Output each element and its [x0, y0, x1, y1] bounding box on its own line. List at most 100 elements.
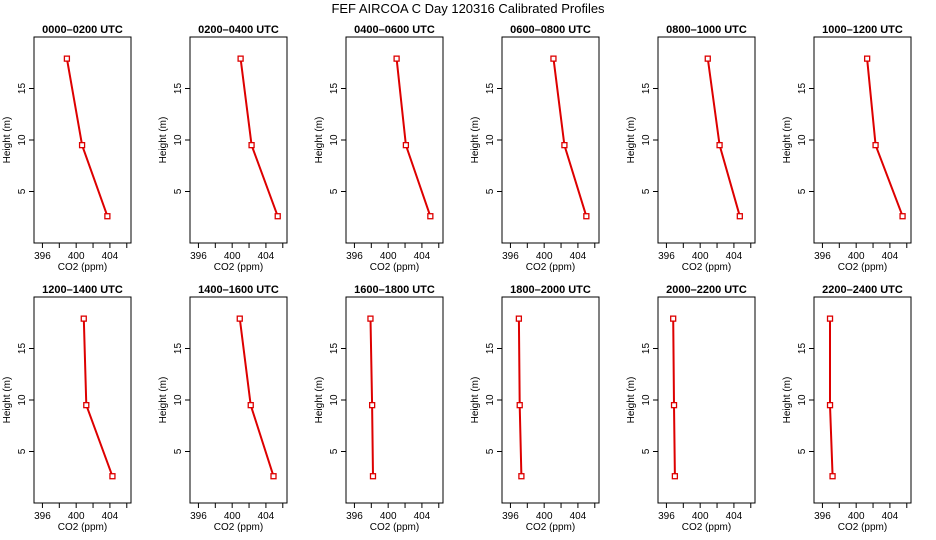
- profile-point: [63, 55, 71, 62]
- profile-point: [704, 55, 711, 62]
- y-axis-label: Height (m): [470, 377, 481, 424]
- panel-title: 0600–0800 UTC: [510, 24, 591, 36]
- y-tick-label: 15: [173, 83, 184, 95]
- y-tick-label: 15: [485, 83, 496, 95]
- x-axis-label: CO2 (ppm): [526, 262, 575, 273]
- profile-point: [367, 315, 374, 322]
- x-tick-label: 400: [536, 511, 553, 522]
- x-tick-label: 400: [536, 251, 553, 262]
- x-tick-label: 400: [224, 251, 241, 262]
- x-tick-label: 404: [726, 251, 743, 262]
- x-tick-label: 396: [814, 251, 831, 262]
- y-tick-label: 10: [17, 134, 28, 146]
- panel-title: 1600–1800 UTC: [354, 284, 435, 296]
- profile-line: [65, 58, 109, 217]
- x-tick-label: 396: [346, 251, 363, 262]
- panel-title: 1200–1400 UTC: [42, 284, 123, 296]
- panel-9: 1600–1800 UTC 396 400 404 5 10 15 CO2 (ppm) Heig…: [314, 284, 444, 533]
- y-tick-label: 15: [797, 343, 808, 355]
- y-tick-label: 10: [485, 134, 496, 146]
- x-tick-label: 404: [882, 251, 899, 262]
- plot-frame: [813, 36, 912, 244]
- x-tick-label: 396: [814, 511, 831, 522]
- y-axis-label: Height (m): [470, 117, 481, 164]
- y-tick-label: 10: [797, 394, 808, 406]
- y-tick-label: 10: [329, 134, 340, 146]
- x-axis-label: CO2 (ppm): [58, 522, 107, 533]
- plot-frame: [345, 296, 444, 504]
- panel-12: 2200–2400 UTC 396 400 404 5 10 15 CO2 (ppm) Heig…: [782, 284, 912, 533]
- profile-point: [368, 401, 376, 409]
- y-tick-label: 10: [173, 394, 184, 406]
- profile-point: [248, 141, 255, 149]
- profile-point: [716, 141, 723, 149]
- y-axis-label: Height (m): [782, 117, 793, 164]
- profile-line: [552, 58, 588, 217]
- profile-line: [239, 58, 279, 217]
- profile-point: [247, 401, 254, 409]
- y-axis-label: Height (m): [782, 377, 793, 424]
- profile-point: [826, 315, 834, 322]
- plot-frame: [813, 296, 912, 504]
- y-axis-label: Height (m): [626, 117, 637, 164]
- x-tick-label: 404: [570, 511, 587, 522]
- x-tick-label: 404: [258, 511, 275, 522]
- x-tick-label: 404: [570, 251, 587, 262]
- y-tick-label: 10: [797, 134, 808, 146]
- x-axis-label: CO2 (ppm): [370, 262, 419, 273]
- x-tick-label: 400: [224, 511, 241, 522]
- panel-5: 0800–1000 UTC 396 400 404 5 10 15 CO2 (ppm) Heig…: [626, 24, 756, 273]
- profile-point: [78, 141, 86, 149]
- x-axis-label: CO2 (ppm): [214, 262, 263, 273]
- profile-line: [395, 58, 432, 217]
- profile-point: [104, 213, 111, 220]
- x-tick-label: 400: [68, 251, 85, 262]
- panel-title: 0000–0200 UTC: [42, 24, 123, 36]
- x-tick-label: 404: [102, 511, 119, 522]
- plot-frame: [189, 36, 288, 244]
- x-tick-label: 400: [380, 251, 397, 262]
- profile-point: [80, 315, 87, 322]
- plot-frame: [33, 296, 132, 504]
- profile-point: [561, 141, 568, 149]
- profile-point: [583, 213, 590, 220]
- y-axis-label: Height (m): [626, 377, 637, 424]
- panel-3: 0400–0600 UTC 396 400 404 5 10 15 CO2 (ppm) Heig…: [314, 24, 444, 273]
- profile-line: [238, 318, 275, 477]
- x-tick-label: 396: [658, 511, 675, 522]
- x-tick-label: 404: [414, 511, 431, 522]
- y-tick-label: 5: [485, 448, 496, 454]
- y-axis-label: Height (m): [158, 377, 169, 424]
- profile-point: [863, 55, 871, 62]
- panel-title: 1000–1200 UTC: [822, 24, 903, 36]
- panel-4: 0600–0800 UTC 396 400 404 5 10 15 CO2 (ppm) Heig…: [470, 24, 600, 273]
- profile-point: [550, 55, 557, 62]
- y-axis-label: Height (m): [2, 117, 13, 164]
- profile-point: [516, 401, 523, 409]
- profile-point: [369, 473, 377, 480]
- y-tick-label: 5: [641, 188, 652, 194]
- plot-frame: [33, 36, 132, 244]
- profile-point: [671, 473, 679, 480]
- x-tick-label: 400: [692, 251, 709, 262]
- profile-point: [872, 141, 879, 149]
- x-axis-label: CO2 (ppm): [58, 262, 107, 273]
- y-tick-label: 10: [329, 394, 340, 406]
- x-tick-label: 404: [882, 511, 899, 522]
- panel-1: 0000–0200 UTC 396 400 404 5 10 15 CO2 (ppm) Heig…: [2, 24, 132, 273]
- x-tick-label: 396: [190, 511, 207, 522]
- x-tick-label: 400: [68, 511, 85, 522]
- y-tick-label: 15: [329, 343, 340, 355]
- profile-point: [109, 473, 116, 480]
- y-tick-label: 5: [641, 448, 652, 454]
- y-axis-label: Height (m): [314, 117, 325, 164]
- profile-point: [899, 213, 906, 220]
- y-tick-label: 10: [17, 394, 28, 406]
- x-axis-label: CO2 (ppm): [214, 522, 263, 533]
- profile-point: [670, 401, 678, 409]
- panel-2: 0200–0400 UTC 396 400 404 5 10 15 CO2 (ppm) Heig…: [158, 24, 288, 273]
- panel-title: 0200–0400 UTC: [198, 24, 279, 36]
- x-axis-label: CO2 (ppm): [682, 262, 731, 273]
- panel-11: 2000–2200 UTC 396 400 404 5 10 15 CO2 (ppm) Heig…: [626, 284, 756, 533]
- y-tick-label: 15: [17, 83, 28, 95]
